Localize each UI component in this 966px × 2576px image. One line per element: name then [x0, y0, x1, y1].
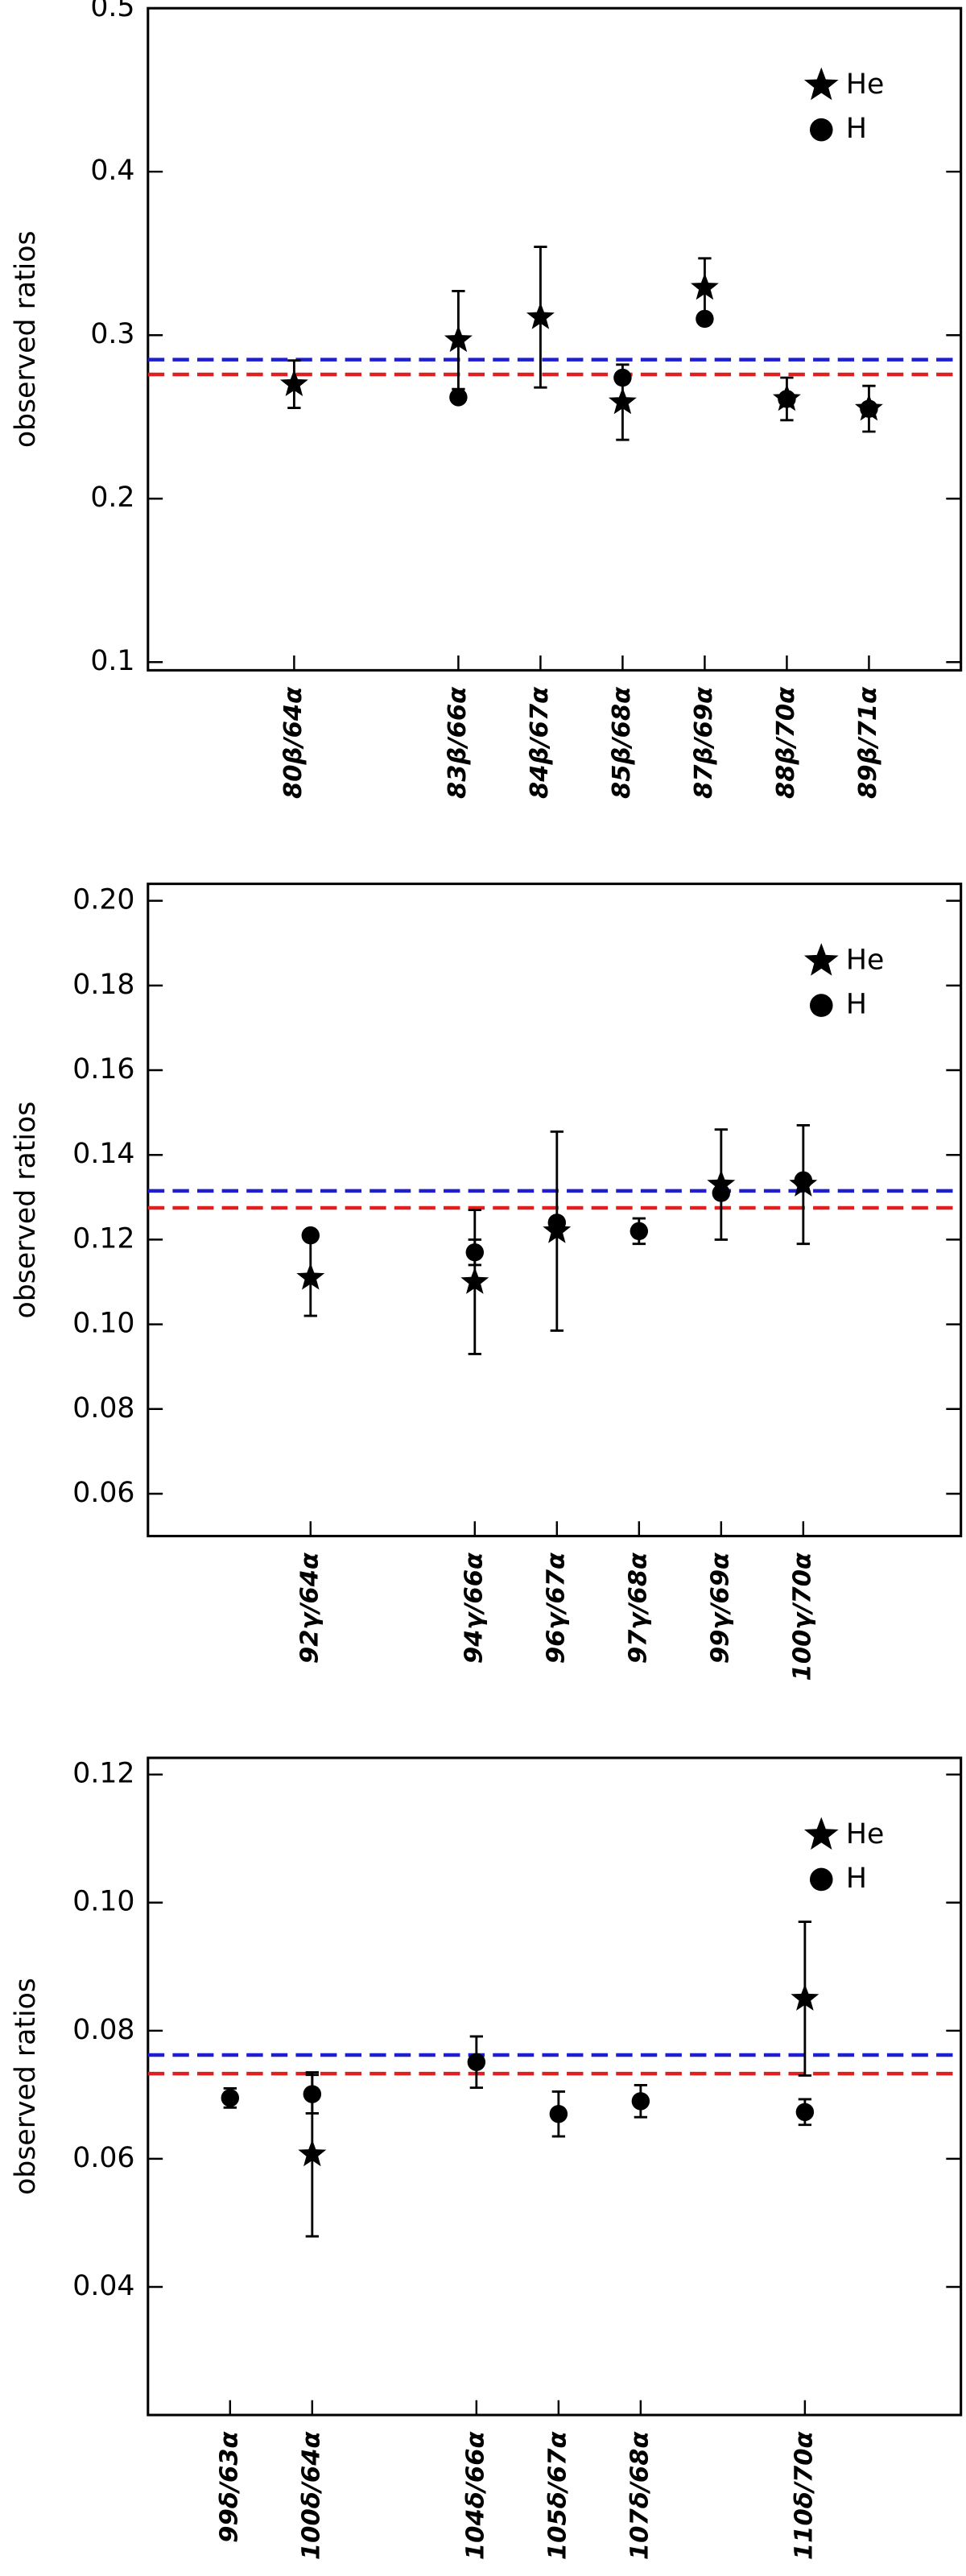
star-marker: [707, 1169, 736, 1197]
y-tick-label: 0.3: [90, 318, 134, 350]
star-marker: [296, 1263, 325, 1290]
x-tick-label: 104δ/66α: [461, 2430, 489, 2560]
x-tick-label: 89β/71α: [854, 686, 882, 799]
x-tick-label: 94γ/66α: [460, 1552, 488, 1664]
circle-marker: [860, 399, 878, 418]
x-tick-label: 80β/64α: [279, 686, 308, 799]
y-tick-label: 0.1: [90, 645, 134, 677]
legend-marker: [809, 994, 833, 1017]
chart: 0.04 0.06 0.08 0.10 0.12 observed ratios 99δ/6…: [10, 1756, 963, 2560]
plot-frame: [147, 6, 963, 672]
y-tick-label: 0.5: [90, 0, 134, 23]
star-marker: [791, 1983, 819, 2011]
legend-label: He: [846, 945, 884, 977]
y-tick-label: 0.06: [72, 1477, 134, 1509]
y-axis-label: observed ratios: [10, 230, 42, 448]
x-tick-label: 110δ/70α: [790, 2430, 818, 2560]
circle-marker: [303, 2085, 322, 2103]
circle-marker: [465, 1243, 485, 1262]
legend-marker: [803, 1817, 839, 1850]
legend-marker: [803, 943, 839, 976]
circle-marker: [613, 368, 632, 387]
legend-label: H: [846, 989, 867, 1021]
y-tick-label: 0.08: [72, 2014, 134, 2046]
circle-marker: [631, 2092, 650, 2111]
x-tick-label: 96γ/67α: [542, 1552, 570, 1664]
circle-marker: [547, 1214, 567, 1232]
x-tick-label: 88β/70α: [772, 686, 800, 799]
x-tick-label: 105δ/67α: [543, 2430, 572, 2560]
y-tick-label: 0.4: [90, 155, 134, 187]
circle-marker: [778, 390, 796, 408]
y-tick-label: 0.14: [72, 1138, 134, 1170]
y-tick-label: 0.10: [72, 1308, 134, 1340]
x-tick-label: 100γ/70α: [788, 1552, 816, 1681]
star-marker: [460, 1267, 489, 1294]
plot-frame: [147, 883, 963, 1538]
circle-marker: [795, 2103, 815, 2122]
star-marker: [608, 387, 637, 415]
legend-marker: [809, 1867, 833, 1892]
circle-marker: [696, 309, 714, 329]
x-tick-label: 97γ/68α: [624, 1552, 652, 1664]
y-axis-label: observed ratios: [10, 1102, 42, 1319]
circle-marker: [301, 1226, 320, 1245]
y-tick-label: 0.10: [72, 1886, 134, 1918]
legend-label: H: [846, 1863, 867, 1895]
legend-label: He: [846, 68, 884, 101]
y-axis-label: observed ratios: [10, 1978, 42, 2195]
x-tick-label: 84β/67α: [526, 686, 554, 799]
chart: 0.1 0.2 0.3 0.4 0.5 observed ratios 80β/64α 83β…: [10, 0, 963, 799]
circle-marker: [449, 388, 468, 407]
legend-marker: [809, 118, 833, 142]
circle-marker: [549, 2105, 568, 2123]
circle-marker: [221, 2089, 240, 2107]
legend-label: H: [846, 113, 867, 145]
legend-label: He: [846, 1818, 884, 1850]
x-tick-label: 99δ/63α: [215, 2430, 243, 2542]
star-marker: [526, 302, 555, 329]
x-tick-label: 87β/69α: [690, 686, 718, 799]
y-tick-label: 0.12: [72, 1222, 134, 1255]
star-marker: [279, 369, 308, 396]
y-tick-label: 0.2: [90, 482, 134, 514]
y-tick-label: 0.04: [72, 2270, 134, 2302]
plot-frame: [147, 1756, 963, 2417]
chart: 0.06 0.08 0.10 0.12 0.14 0.16 0.18 0.20 observed…: [10, 883, 963, 1681]
star-marker: [444, 325, 473, 353]
circle-marker: [794, 1171, 813, 1189]
star-marker: [690, 272, 719, 300]
circle-marker: [712, 1184, 731, 1202]
y-tick-label: 0.20: [72, 884, 134, 916]
y-tick-label: 0.18: [72, 969, 134, 1001]
y-tick-label: 0.08: [72, 1392, 134, 1424]
star-marker: [298, 2139, 327, 2167]
x-tick-label: 100δ/64α: [297, 2430, 325, 2560]
y-tick-label: 0.16: [72, 1053, 134, 1085]
x-tick-label: 85β/68α: [608, 686, 636, 799]
x-tick-label: 107δ/68α: [625, 2430, 654, 2560]
legend-marker: [803, 67, 839, 101]
y-tick-label: 0.06: [72, 2142, 134, 2174]
x-tick-label: 99γ/69α: [706, 1552, 734, 1664]
circle-marker: [467, 2053, 486, 2072]
x-tick-label: 83β/66α: [444, 686, 472, 799]
circle-marker: [630, 1222, 649, 1241]
y-tick-label: 0.12: [72, 1758, 134, 1790]
x-tick-label: 92γ/64α: [295, 1552, 324, 1664]
